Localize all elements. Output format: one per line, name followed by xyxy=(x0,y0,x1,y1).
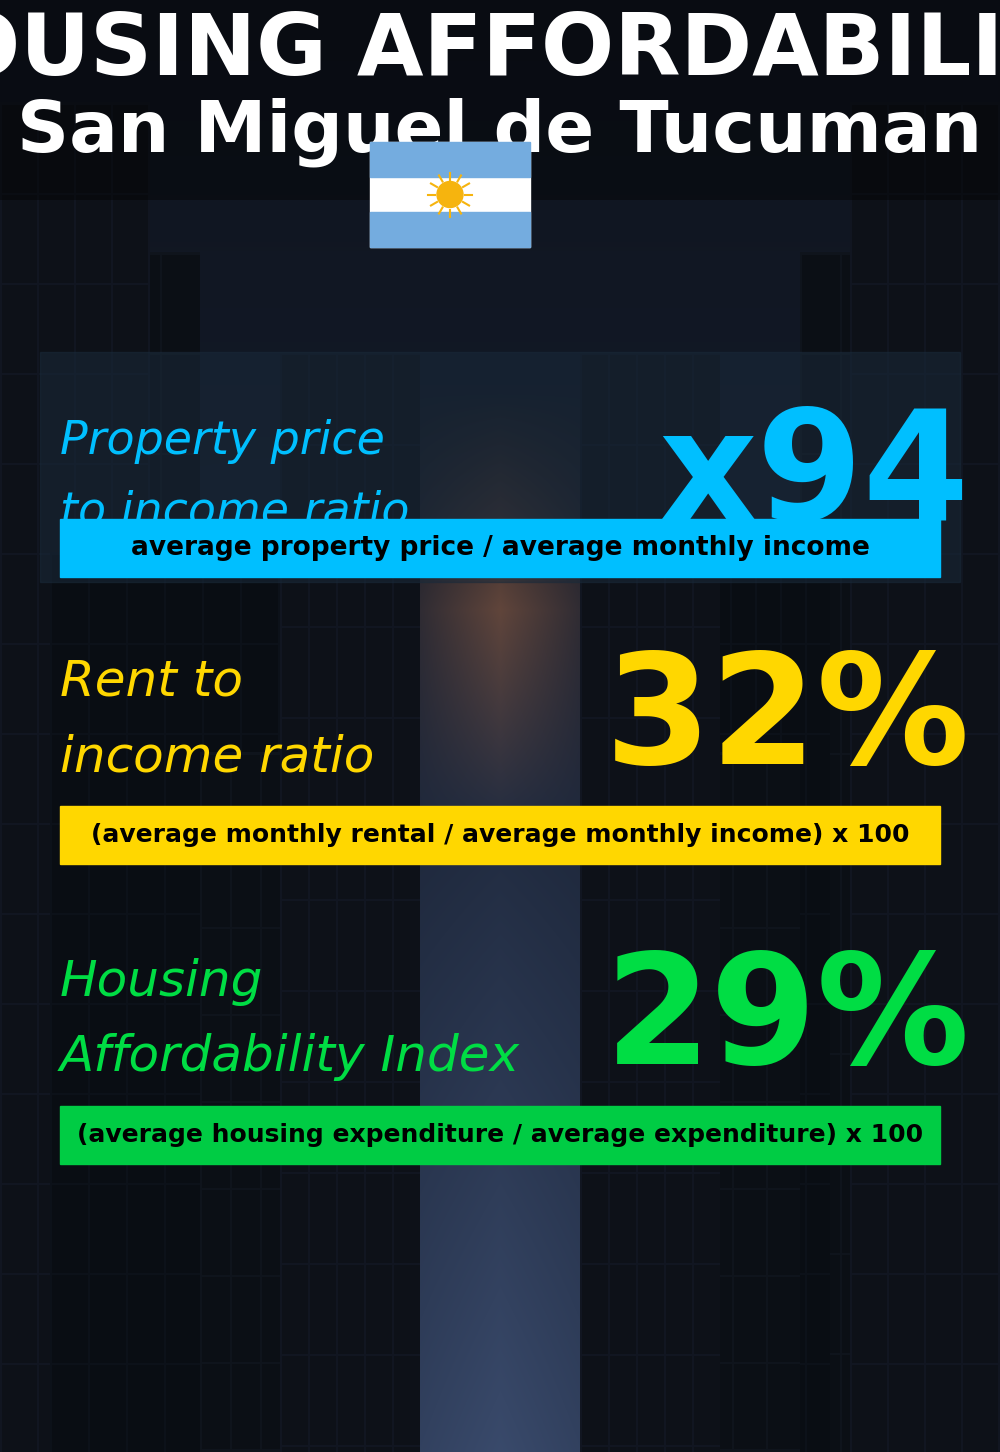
Text: HOUSING AFFORDABILITY: HOUSING AFFORDABILITY xyxy=(0,10,1000,93)
Bar xyxy=(60,518,940,576)
Text: x94: x94 xyxy=(659,402,970,552)
Text: income ratio: income ratio xyxy=(60,733,374,781)
Text: Property price: Property price xyxy=(60,420,385,465)
Circle shape xyxy=(437,182,463,208)
Bar xyxy=(370,142,530,177)
Bar xyxy=(370,212,530,247)
Text: average property price / average monthly income: average property price / average monthly… xyxy=(131,534,869,560)
Text: Affordability Index: Affordability Index xyxy=(60,1032,520,1080)
Text: (average housing expenditure / average expenditure) x 100: (average housing expenditure / average e… xyxy=(77,1122,923,1147)
Bar xyxy=(370,142,530,247)
Text: (average monthly rental / average monthly income) x 100: (average monthly rental / average monthl… xyxy=(91,823,909,847)
Bar xyxy=(40,351,960,582)
Text: 32%: 32% xyxy=(604,648,970,797)
Text: San Miguel de Tucuman: San Miguel de Tucuman xyxy=(17,97,983,167)
Bar xyxy=(60,1106,940,1165)
Text: Housing: Housing xyxy=(60,958,263,1006)
Text: Rent to: Rent to xyxy=(60,658,243,706)
Text: 29%: 29% xyxy=(604,948,970,1096)
Bar xyxy=(60,806,940,864)
Text: to income ratio: to income ratio xyxy=(60,489,410,534)
